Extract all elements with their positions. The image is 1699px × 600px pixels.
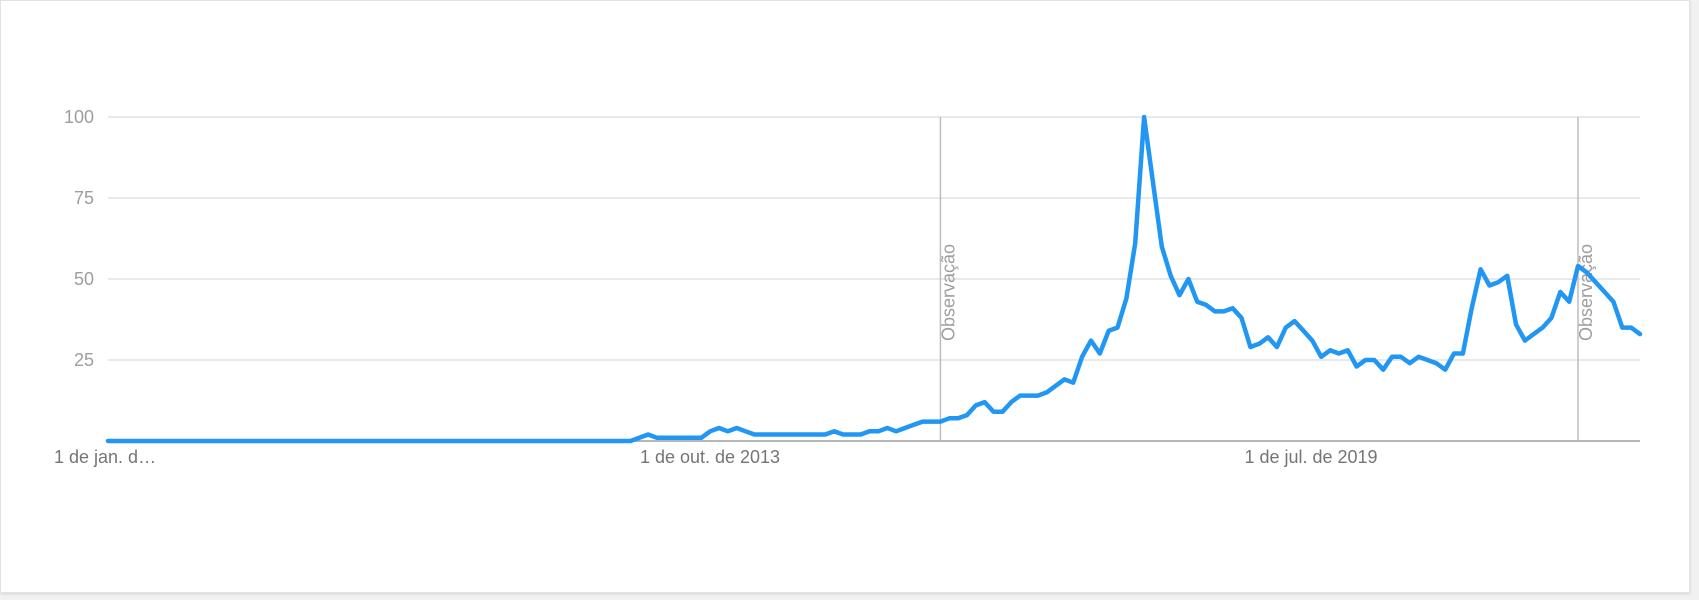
series-line[interactable] — [105, 114, 1643, 444]
annotation-label: Observação — [938, 244, 958, 341]
x-tick-label: 1 de jan. d… — [54, 447, 156, 467]
x-axis-ticks: 1 de jan. d… 1 de out. de 2013 1 de jul. d… — [54, 447, 1378, 467]
y-tick-label: 75 — [74, 188, 94, 208]
gridlines — [108, 116, 1640, 361]
annotation-label: Observação — [1576, 244, 1596, 341]
y-tick-label: 25 — [74, 350, 94, 370]
x-tick-label: 1 de jul. de 2019 — [1244, 447, 1377, 467]
y-axis-ticks: 100 75 50 25 — [64, 107, 94, 370]
y-tick-label: 50 — [74, 269, 94, 289]
x-tick-label: 1 de out. de 2013 — [640, 447, 780, 467]
y-tick-label: 100 — [64, 107, 94, 127]
